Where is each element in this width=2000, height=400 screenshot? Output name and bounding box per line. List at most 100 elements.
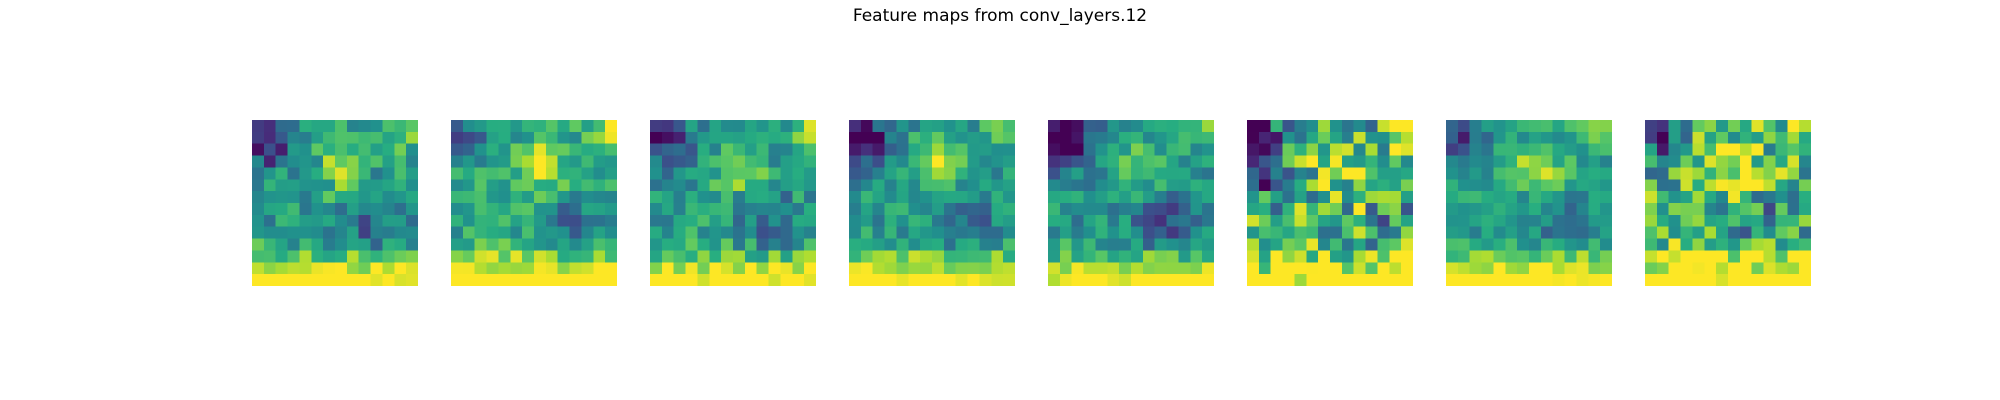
feature-map-cell bbox=[1668, 131, 1681, 144]
feature-map-cell bbox=[522, 262, 535, 275]
feature-map-cell bbox=[1656, 191, 1669, 204]
feature-map-cell bbox=[1131, 214, 1144, 227]
feature-map-cell bbox=[792, 167, 805, 180]
feature-map-cell bbox=[1003, 179, 1015, 192]
feature-map-cell bbox=[1446, 191, 1459, 204]
feature-map-cell bbox=[1341, 143, 1354, 156]
feature-map-cell bbox=[991, 143, 1004, 156]
feature-map-cell bbox=[1493, 191, 1506, 204]
feature-map-cell bbox=[709, 191, 722, 204]
feature-map-cell bbox=[673, 250, 686, 263]
feature-map-cell bbox=[1469, 238, 1482, 251]
feature-map-cell bbox=[593, 226, 606, 239]
feature-map-cell bbox=[311, 274, 324, 286]
feature-map-cell bbox=[1505, 167, 1518, 180]
feature-map-cell bbox=[474, 143, 487, 156]
feature-map-cell bbox=[673, 143, 686, 156]
feature-map-cell bbox=[275, 179, 288, 192]
feature-map-cell bbox=[474, 155, 487, 168]
feature-map-cell bbox=[1775, 131, 1788, 144]
feature-map-cell bbox=[768, 203, 781, 216]
feature-map-cell bbox=[1107, 262, 1120, 275]
feature-map-cell bbox=[1003, 262, 1015, 275]
feature-map-cell bbox=[1704, 214, 1717, 227]
feature-map-cell bbox=[1564, 214, 1577, 227]
feature-map-cell bbox=[932, 120, 945, 133]
feature-map-cell bbox=[1131, 167, 1144, 180]
feature-map-cell bbox=[1787, 203, 1800, 216]
feature-map-cell bbox=[721, 143, 734, 156]
feature-map-cell bbox=[721, 191, 734, 204]
feature-map-cell bbox=[569, 131, 582, 144]
feature-map-cell bbox=[1529, 179, 1542, 192]
feature-map-cell bbox=[697, 226, 710, 239]
feature-map-cell bbox=[406, 143, 418, 156]
feature-map-cell bbox=[920, 155, 933, 168]
feature-map-cell bbox=[1704, 131, 1717, 144]
feature-map-cell bbox=[1318, 143, 1331, 156]
feature-map-cell bbox=[1576, 167, 1589, 180]
feature-map-cell bbox=[1353, 191, 1366, 204]
feature-map-cell bbox=[1389, 120, 1402, 133]
feature-map-cell bbox=[709, 167, 722, 180]
feature-map-cell bbox=[1529, 203, 1542, 216]
feature-map-cell bbox=[1190, 274, 1203, 286]
feature-map-cell bbox=[1716, 143, 1729, 156]
feature-map-cell bbox=[498, 274, 511, 286]
feature-map-cell bbox=[1529, 191, 1542, 204]
feature-map-cell bbox=[486, 262, 499, 275]
feature-map-cell bbox=[673, 226, 686, 239]
feature-map-cell bbox=[1270, 179, 1283, 192]
feature-map-cell bbox=[1799, 120, 1811, 133]
feature-map-cell bbox=[1202, 262, 1214, 275]
feature-map-cell bbox=[1787, 262, 1800, 275]
feature-map-cell bbox=[1529, 214, 1542, 227]
feature-map-cell bbox=[1071, 214, 1084, 227]
feature-map-cell bbox=[908, 120, 921, 133]
feature-map-cell bbox=[581, 143, 594, 156]
feature-map-cell bbox=[979, 155, 992, 168]
feature-map-cell bbox=[1083, 120, 1096, 133]
feature-map-cell bbox=[896, 131, 909, 144]
feature-map-cell bbox=[252, 250, 265, 263]
feature-map-cell bbox=[1799, 179, 1811, 192]
feature-map-cell bbox=[1048, 203, 1061, 216]
feature-map-cell bbox=[1656, 214, 1669, 227]
feature-map-cell bbox=[1178, 120, 1191, 133]
feature-map-cell bbox=[1071, 191, 1084, 204]
feature-map-cell bbox=[1178, 214, 1191, 227]
feature-map-cell bbox=[1799, 262, 1811, 275]
feature-map-cell bbox=[1493, 167, 1506, 180]
feature-map-cell bbox=[1716, 274, 1729, 286]
feature-map-cell bbox=[1775, 191, 1788, 204]
feature-map-cell bbox=[252, 155, 265, 168]
feature-map-cell bbox=[335, 226, 348, 239]
feature-map-cell bbox=[1365, 238, 1378, 251]
feature-map-cell bbox=[1107, 250, 1120, 263]
feature-map-cell bbox=[1131, 250, 1144, 263]
feature-map-cell bbox=[557, 167, 570, 180]
feature-map-cell bbox=[1306, 143, 1319, 156]
feature-map-cell bbox=[569, 191, 582, 204]
feature-map-cell bbox=[522, 250, 535, 263]
feature-map-cell bbox=[323, 238, 336, 251]
feature-map-cell bbox=[486, 274, 499, 286]
feature-map-cell bbox=[1481, 120, 1494, 133]
feature-map-cell bbox=[1365, 203, 1378, 216]
feature-map-cell bbox=[1799, 203, 1811, 216]
feature-map-cell bbox=[744, 203, 757, 216]
feature-map-cell bbox=[1131, 131, 1144, 144]
feature-map-cell bbox=[1716, 250, 1729, 263]
feature-map-cell bbox=[849, 131, 862, 144]
feature-map-cell bbox=[1656, 155, 1669, 168]
feature-map-cell bbox=[263, 191, 276, 204]
feature-map-cell bbox=[605, 214, 617, 227]
feature-map-cell bbox=[896, 226, 909, 239]
feature-map-cell bbox=[685, 179, 698, 192]
feature-map-cell bbox=[1318, 214, 1331, 227]
feature-map-cell bbox=[1564, 262, 1577, 275]
feature-map-cell bbox=[721, 167, 734, 180]
feature-map-cell bbox=[872, 203, 885, 216]
feature-map-cell bbox=[1154, 191, 1167, 204]
feature-map-cell bbox=[581, 179, 594, 192]
